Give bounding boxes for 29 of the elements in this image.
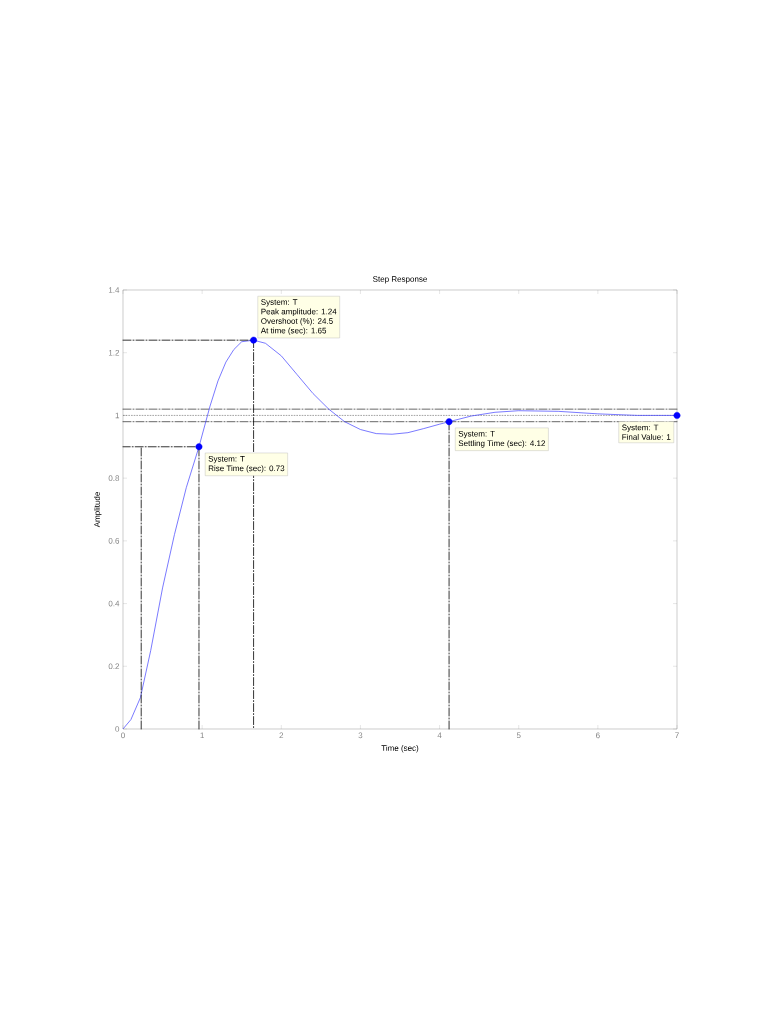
annotation: Settling Time (sec): 4.12 [458,440,546,448]
annotation: System: T [458,430,495,439]
y-tick-label: 0.4 [108,600,120,607]
y-tick-label: 0.6 [108,538,120,544]
annotation: Rise Time (sec): 0.73 [208,465,285,473]
y-tick-label: 0.2 [108,663,120,670]
annotation: System: T [208,455,245,464]
annotation: At time (sec): 1.65 [260,327,327,335]
y-tick-label: 1.4 [108,287,120,293]
y-tick-label: 1.2 [108,349,120,356]
x-tick-label: 3 [358,732,363,739]
annotation: Peak amplitude: 1.24 [261,308,337,316]
annotation: System: T [261,299,298,307]
x-tick-label: 0 [121,732,125,739]
x-tick-label: 4 [437,732,442,739]
x-tick-label: 5 [516,732,521,739]
y-tick-label: 0 [115,726,120,732]
x-tick-label: 6 [596,732,600,739]
x-tick-label: 1 [200,732,204,739]
x-axis-title: Time (sec) [381,745,419,753]
y-tick-label: 0.8 [108,475,120,481]
x-tick-label: 7 [675,732,679,739]
y-axis-title: Amplitude [94,492,102,528]
chart-title: Step Response [373,276,427,284]
annotation: System: T [622,424,659,432]
x-tick-label: 2 [279,732,284,739]
annotation: Overshoot (%): 24.5 [261,318,333,326]
y-tick-label: 1 [115,412,120,419]
annotation: Final Value: 1 [622,433,671,440]
